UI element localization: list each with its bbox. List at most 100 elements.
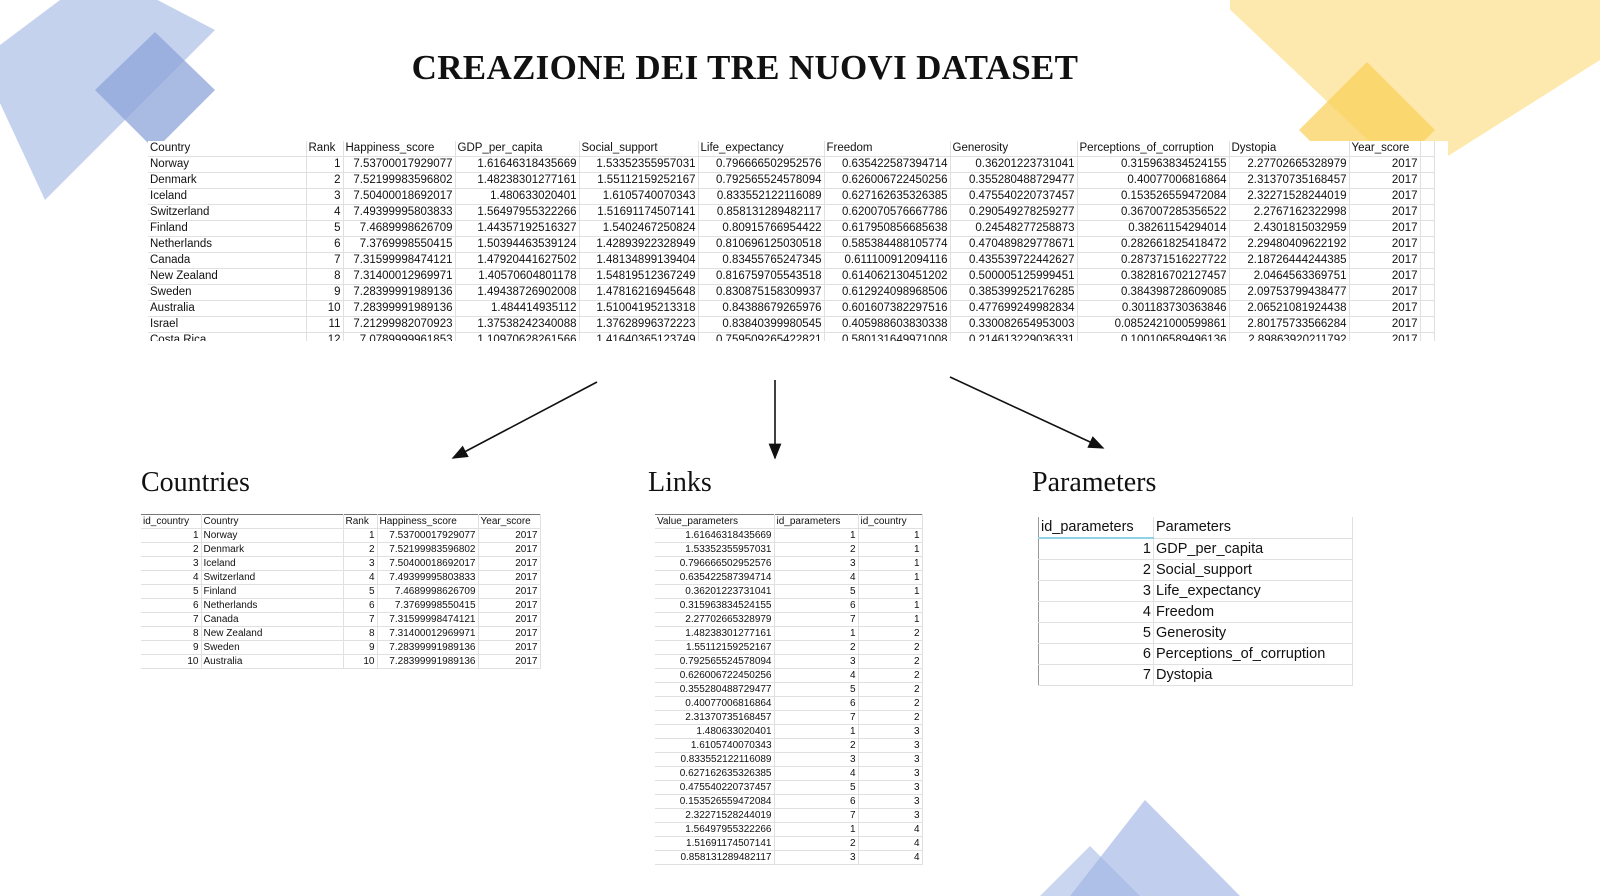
table-cell[interactable]: 2017 bbox=[1349, 284, 1421, 301]
table-cell[interactable]: 0.833552122116089 bbox=[698, 188, 825, 205]
table-cell[interactable]: 0.385399252176285 bbox=[950, 284, 1078, 301]
table-cell[interactable]: 4 bbox=[1038, 601, 1154, 623]
table-cell[interactable]: 3 bbox=[858, 724, 923, 739]
table-cell[interactable]: 1.10970628261566 bbox=[455, 332, 580, 341]
table-cell[interactable]: 6 bbox=[774, 598, 859, 613]
table-cell[interactable]: 2017 bbox=[1349, 332, 1421, 341]
table-cell[interactable]: 1.49438726902008 bbox=[455, 284, 580, 301]
table-cell[interactable]: 2 bbox=[774, 542, 859, 557]
table-cell[interactable]: 1.50394463539124 bbox=[455, 236, 580, 253]
table-cell[interactable]: 0.40077006816864 bbox=[655, 696, 775, 711]
column-header[interactable]: GDP_per_capita bbox=[455, 141, 580, 157]
table-cell[interactable]: 2.2767162322998 bbox=[1229, 204, 1350, 221]
table-cell[interactable]: 0.792565524578094 bbox=[655, 654, 775, 669]
column-header[interactable]: Year_score bbox=[1349, 141, 1421, 157]
table-cell[interactable]: 2.06521081924438 bbox=[1229, 300, 1350, 317]
table-cell[interactable]: 1.54819512367249 bbox=[579, 268, 699, 285]
table-cell[interactable]: 2.18726444244385 bbox=[1229, 252, 1350, 269]
table-cell[interactable]: 8 bbox=[343, 626, 378, 641]
table-cell[interactable]: 3 bbox=[858, 794, 923, 809]
table-cell[interactable]: 2017 bbox=[1349, 220, 1421, 237]
table-cell[interactable]: 1.41640365123749 bbox=[579, 332, 699, 341]
table-cell[interactable]: Norway bbox=[201, 528, 344, 543]
table-cell[interactable]: 2 bbox=[774, 738, 859, 753]
table-cell[interactable]: 2.31370735168457 bbox=[655, 710, 775, 725]
table-cell[interactable]: 0.24548277258873 bbox=[950, 220, 1078, 237]
table-cell[interactable]: 3 bbox=[774, 752, 859, 767]
table-cell[interactable]: 1 bbox=[774, 528, 859, 543]
table-cell[interactable]: 2.31370735168457 bbox=[1229, 172, 1350, 189]
table-cell[interactable] bbox=[1420, 252, 1435, 269]
table-cell[interactable]: 7 bbox=[774, 808, 859, 823]
table-cell[interactable]: Sweden bbox=[201, 640, 344, 655]
table-cell[interactable]: Iceland bbox=[148, 188, 307, 205]
table-cell[interactable]: 2017 bbox=[1349, 236, 1421, 253]
table-cell[interactable]: 7 bbox=[1038, 664, 1154, 686]
table-cell[interactable]: 7.21299982070923 bbox=[343, 316, 456, 333]
table-cell[interactable]: 3 bbox=[858, 780, 923, 795]
table-cell[interactable]: 12 bbox=[306, 332, 344, 341]
table-cell[interactable]: 2.32271528244019 bbox=[655, 808, 775, 823]
table-cell[interactable]: 0.611100912094116 bbox=[824, 252, 951, 269]
table-cell[interactable]: 1.48238301277161 bbox=[655, 626, 775, 641]
table-cell[interactable]: 8 bbox=[141, 626, 202, 641]
table-cell[interactable]: 7.31400012969971 bbox=[343, 268, 456, 285]
table-cell[interactable]: 4 bbox=[774, 766, 859, 781]
table-cell[interactable]: 0.315963834524155 bbox=[1077, 156, 1230, 173]
table-cell[interactable]: Dystopia bbox=[1153, 664, 1353, 686]
table-cell[interactable]: 7.3769998550415 bbox=[343, 236, 456, 253]
table-cell[interactable]: 1 bbox=[141, 528, 202, 543]
table-cell[interactable]: 1.53352355957031 bbox=[655, 542, 775, 557]
table-cell[interactable]: 3 bbox=[343, 556, 378, 571]
table-cell[interactable]: 1 bbox=[774, 724, 859, 739]
table-cell[interactable]: Denmark bbox=[201, 542, 344, 557]
table-cell[interactable]: 4 bbox=[858, 836, 923, 851]
table-cell[interactable]: 2 bbox=[858, 710, 923, 725]
table-cell[interactable]: 7.28399991989136 bbox=[343, 284, 456, 301]
table-cell[interactable]: 1.61646318435669 bbox=[455, 156, 580, 173]
table-cell[interactable]: 0.796666502952576 bbox=[655, 556, 775, 571]
table-cell[interactable]: 0.153526559472084 bbox=[1077, 188, 1230, 205]
table-cell[interactable]: 1.484414935112 bbox=[455, 300, 580, 317]
table-cell[interactable]: 0.83840399980545 bbox=[698, 316, 825, 333]
table-cell[interactable]: 1.55112159252167 bbox=[655, 640, 775, 655]
table-cell[interactable]: 2017 bbox=[1349, 188, 1421, 205]
table-cell[interactable]: 1 bbox=[774, 822, 859, 837]
table-cell[interactable]: 7.4689998626709 bbox=[343, 220, 456, 237]
table-cell[interactable]: 4 bbox=[774, 668, 859, 683]
table-cell[interactable]: Canada bbox=[148, 252, 307, 269]
table-cell[interactable]: 5 bbox=[141, 584, 202, 599]
table-cell[interactable]: 2 bbox=[858, 696, 923, 711]
table-cell[interactable]: Life_expectancy bbox=[1153, 580, 1353, 602]
table-cell[interactable]: 3 bbox=[1038, 580, 1154, 602]
table-cell[interactable]: 1.48134899139404 bbox=[579, 252, 699, 269]
column-header[interactable]: id_parameters bbox=[774, 514, 859, 529]
table-cell[interactable]: 0.355280488729477 bbox=[950, 172, 1078, 189]
table-cell[interactable]: 0.301183730363846 bbox=[1077, 300, 1230, 317]
table-cell[interactable] bbox=[1420, 172, 1435, 189]
table-cell[interactable]: 2017 bbox=[1349, 268, 1421, 285]
table-cell[interactable]: 6 bbox=[141, 598, 202, 613]
table-cell[interactable]: 7.49399995803833 bbox=[377, 570, 479, 585]
table-cell[interactable]: 7 bbox=[306, 252, 344, 269]
table-cell[interactable] bbox=[1420, 268, 1435, 285]
table-cell[interactable]: 1.47920441627502 bbox=[455, 252, 580, 269]
column-header[interactable]: id_country bbox=[141, 514, 202, 529]
table-cell[interactable]: 2.29480409622192 bbox=[1229, 236, 1350, 253]
table-cell[interactable]: 0.759509265422821 bbox=[698, 332, 825, 341]
table-cell[interactable]: 3 bbox=[858, 808, 923, 823]
table-cell[interactable]: 3 bbox=[306, 188, 344, 205]
table-cell[interactable]: Generosity bbox=[1153, 622, 1353, 644]
table-cell[interactable]: 2017 bbox=[1349, 204, 1421, 221]
table-cell[interactable] bbox=[1420, 236, 1435, 253]
table-cell[interactable]: 1.480633020401 bbox=[655, 724, 775, 739]
column-header[interactable]: Country bbox=[201, 514, 344, 529]
table-cell[interactable]: 7.28399991989136 bbox=[377, 654, 479, 669]
table-cell[interactable]: 3 bbox=[774, 850, 859, 865]
table-cell[interactable]: 0.617950856685638 bbox=[824, 220, 951, 237]
table-cell[interactable]: 0.816759705543518 bbox=[698, 268, 825, 285]
table-cell[interactable]: 1.480633020401 bbox=[455, 188, 580, 205]
table-cell[interactable]: 1 bbox=[858, 528, 923, 543]
table-cell[interactable]: 1.53352355957031 bbox=[579, 156, 699, 173]
table-cell[interactable] bbox=[1420, 316, 1435, 333]
